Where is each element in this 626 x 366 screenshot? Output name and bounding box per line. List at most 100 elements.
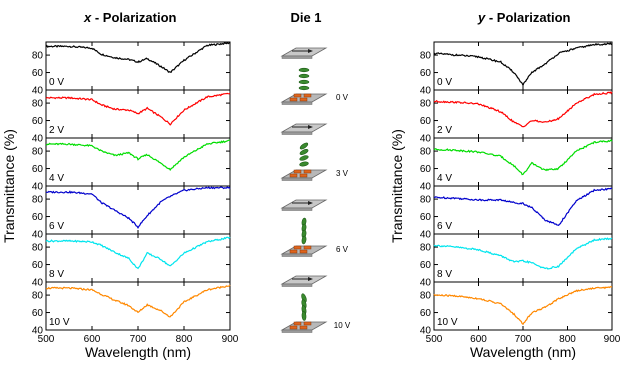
left-ytick-label: 60 — [32, 212, 44, 223]
right-panel-frame — [433, 89, 613, 139]
bottom-glass-edge — [281, 177, 313, 181]
left-series-label: 2 V — [49, 125, 64, 136]
right-ytick-label: 60 — [420, 68, 432, 79]
arrow-head-icon — [308, 125, 313, 129]
liquid-crystal-molecule-icon — [299, 148, 309, 156]
left-ytick-label: 40 — [32, 230, 44, 241]
left-ytick-label: 60 — [32, 308, 44, 319]
right-ytick-label: 80 — [420, 291, 432, 302]
left-ytick-label: 40 — [32, 86, 44, 97]
top-glass-plate — [280, 275, 328, 285]
right-xtick-label: 500 — [426, 334, 443, 345]
center-diagram: 0 V 3 V 6 V 10 V — [280, 47, 351, 333]
left-title-axis: x — [83, 10, 92, 25]
left-ytick-label: 80 — [32, 99, 44, 110]
nanostructure-icon — [289, 173, 298, 178]
top-glass-edge — [281, 131, 313, 135]
nanostructure-icon — [293, 169, 302, 174]
right-x-axis-label: Wavelength (nm) — [470, 344, 576, 360]
liquid-crystal-molecule-icon — [301, 311, 307, 321]
right-series-line — [433, 42, 613, 87]
liquid-crystal-molecule-icon — [298, 73, 310, 79]
right-ytick-label: 80 — [420, 243, 432, 254]
top-glass-edge — [281, 207, 313, 211]
nanostructure-icon — [303, 245, 312, 250]
left-x-axis-label: Wavelength (nm) — [85, 344, 191, 360]
left-series-label: 8 V — [49, 269, 64, 280]
right-xtick-label: 800 — [559, 334, 576, 345]
left-ytick-label: 80 — [32, 243, 44, 254]
right-ytick-label: 60 — [420, 260, 432, 271]
arrow-head-icon — [308, 49, 313, 53]
top-glass-edge — [281, 283, 313, 287]
right-ytick-label: 60 — [420, 164, 432, 175]
left-series-line — [45, 186, 231, 230]
nanostructure-icon — [293, 321, 302, 326]
liquid-crystal-molecule-icon — [299, 155, 309, 161]
right-panel-frame — [433, 233, 613, 283]
left-series-label: 4 V — [49, 173, 64, 184]
right-ytick-label: 40 — [420, 278, 432, 289]
liquid-crystal-molecule-icon — [299, 161, 309, 167]
left-ytick-label: 80 — [32, 291, 44, 302]
right-series-line — [433, 91, 613, 128]
right-ytick-label: 80 — [420, 147, 432, 158]
liquid-crystal-molecule-icon — [298, 67, 310, 73]
right-xtick-label: 700 — [515, 334, 532, 345]
nanostructure-icon — [299, 249, 308, 254]
diagram-voltage-label: 0 V — [336, 93, 349, 102]
liquid-crystal-molecule-icon — [301, 235, 307, 245]
left-series-label: 6 V — [49, 221, 64, 232]
nanostructure-icon — [293, 245, 302, 250]
left-panel-frame — [45, 281, 231, 331]
left-ytick-label: 40 — [32, 278, 44, 289]
liquid-crystal-molecule-icon — [299, 142, 309, 150]
left-y-axis-label: Transmittance (%) — [1, 129, 17, 243]
top-glass-plate — [280, 199, 328, 209]
nanostructure-icon — [299, 325, 308, 330]
right-panel-frame — [433, 137, 613, 187]
right-series-label: 0 V — [437, 77, 452, 88]
right-series-line — [433, 286, 612, 326]
right-chart: 40 60 80 0 V 40 60 80 2 V 40 60 80 4 V 40 60 80 6 V 40 60… — [389, 41, 621, 360]
right-panel-frame — [433, 185, 613, 235]
left-series-label: 0 V — [49, 77, 64, 88]
right-ytick-label: 40 — [420, 326, 432, 337]
right-series-label: 10 V — [437, 317, 458, 328]
left-xtick-label: 600 — [84, 334, 101, 345]
left-xtick-label: 500 — [38, 334, 55, 345]
right-series-label: 8 V — [437, 269, 452, 280]
left-xtick-label: 800 — [176, 334, 193, 345]
nanostructure-icon — [293, 93, 302, 98]
right-series-line — [433, 187, 613, 226]
left-title-rest: - Polarization — [91, 10, 176, 25]
top-glass-edge — [281, 55, 313, 59]
nanostructure-icon — [299, 97, 308, 102]
left-series-label: 10 V — [49, 317, 70, 328]
left-series-line — [45, 41, 231, 74]
left-series-line — [45, 236, 231, 270]
top-glass-plate — [280, 123, 328, 133]
left-ytick-label: 60 — [32, 260, 44, 271]
nanostructure-icon — [303, 321, 312, 326]
left-series-line — [45, 284, 231, 318]
diagram-voltage-label: 6 V — [336, 245, 349, 254]
right-series-line — [433, 237, 613, 270]
left-ytick-label: 60 — [32, 116, 44, 127]
right-ytick-label: 80 — [420, 195, 432, 206]
right-panel-frame — [433, 41, 613, 91]
arrow-head-icon — [308, 201, 313, 205]
nanostructure-icon — [303, 169, 312, 174]
left-ytick-label: 60 — [32, 164, 44, 175]
nanostructure-icon — [289, 97, 298, 102]
right-xtick-label: 900 — [604, 334, 621, 345]
nanostructure-icon — [303, 93, 312, 98]
nanostructure-icon — [289, 249, 298, 254]
left-series-line — [45, 92, 231, 126]
right-ytick-label: 60 — [420, 116, 432, 127]
right-xtick-label: 600 — [470, 334, 487, 345]
right-title-axis: y — [477, 10, 486, 25]
top-glass-plate — [280, 47, 328, 57]
center-title: Die 1 — [290, 10, 321, 25]
